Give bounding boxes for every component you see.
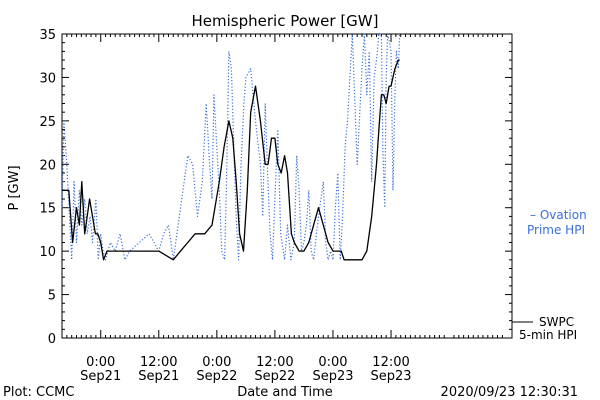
x-tick-time-label: 12:00 — [372, 355, 409, 370]
y-tick-label: 25 — [39, 115, 56, 130]
y-tick-label: 15 — [39, 202, 56, 217]
x-axis-label: Date and Time — [237, 385, 333, 400]
x-tick-time-label: 12:00 — [140, 355, 177, 370]
swpc-hpi-series-line — [62, 59, 400, 261]
chart-title: Hemispheric Power [GW] — [192, 12, 379, 30]
x-tick-time-label: 0:00 — [86, 355, 115, 370]
legend-ovation-line1: – Ovation — [530, 208, 587, 222]
ovation-prime-hpi-series-line — [61, 33, 401, 261]
plot-frame — [61, 33, 513, 339]
x-tick-date-label: Sep22 — [196, 369, 237, 384]
plot-credit: Plot: CCMC — [3, 385, 74, 400]
x-tick-time-label: 0:00 — [318, 355, 347, 370]
y-tick-label: 0 — [48, 332, 56, 347]
x-tick-date-label: Sep23 — [312, 369, 353, 384]
legend-ovation: – Ovation Prime HPI — [527, 208, 587, 237]
ylabel-group: P [GW] — [7, 165, 22, 210]
legend-swpc-line1: SWPC — [539, 315, 574, 329]
legend-swpc: SWPC 5-min HPI — [512, 315, 577, 342]
x-tick-time-label: 0:00 — [202, 355, 231, 370]
y-axis-label: P [GW] — [7, 165, 22, 210]
plot-area: 051015202530350:00Sep2112:00Sep210:00Sep… — [39, 28, 513, 384]
y-tick-label: 30 — [39, 71, 56, 86]
x-tick-date-label: Sep21 — [80, 369, 121, 384]
y-tick-label: 20 — [39, 158, 56, 173]
y-tick-label: 35 — [39, 28, 56, 43]
x-tick-date-label: Sep23 — [371, 369, 412, 384]
y-tick-label: 10 — [39, 245, 56, 260]
legend-swpc-line2: 5-min HPI — [519, 328, 577, 342]
y-tick-label: 5 — [48, 289, 56, 304]
x-tick-time-label: 12:00 — [256, 355, 293, 370]
x-tick-date-label: Sep22 — [254, 369, 295, 384]
x-tick-date-label: Sep21 — [138, 369, 179, 384]
plot-timestamp: 2020/09/23 12:30:31 — [441, 385, 578, 400]
legend-ovation-line2: Prime HPI — [527, 223, 585, 237]
